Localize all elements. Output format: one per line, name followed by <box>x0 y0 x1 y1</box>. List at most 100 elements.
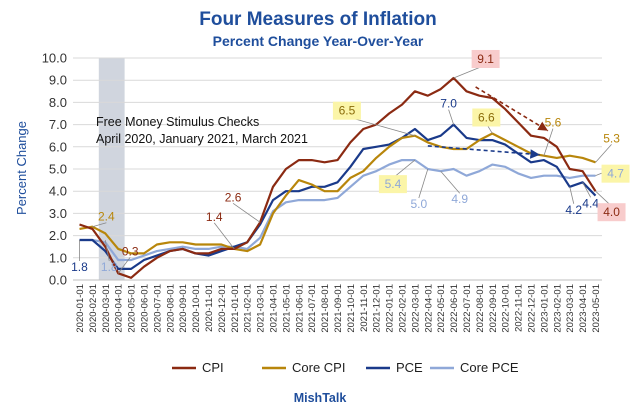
annotation-leader <box>232 202 261 223</box>
x-tick-label: 2023-05-01 <box>591 284 602 333</box>
x-tick-label: 2021-12-01 <box>372 284 383 333</box>
annotation-leader <box>92 222 107 228</box>
chart-subtitle: Percent Change Year-Over-Year <box>213 33 424 49</box>
legend: CPI Core CPI PCE Core PCE <box>172 360 519 375</box>
annotation-label: 1.8 <box>71 260 88 274</box>
annotation-label: 4.0 <box>603 205 620 219</box>
annotation-highlight <box>378 175 407 194</box>
series-line-core-cpi <box>79 132 596 255</box>
y-tick-label: 6.0 <box>49 139 67 154</box>
x-tick-label: 2020-11-01 <box>204 284 215 332</box>
annotation-highlight <box>472 108 501 127</box>
x-tick-label: 2020-10-01 <box>191 284 202 333</box>
legend-label: CPI <box>202 360 224 375</box>
y-tick-label: 5.0 <box>49 162 67 177</box>
x-tick-label: 2021-04-01 <box>268 284 279 333</box>
y-tick-label: 7.0 <box>49 117 67 132</box>
annotation-label: 1.8 <box>101 260 118 274</box>
x-tick-label: 2022-05-01 <box>436 284 447 333</box>
x-tick-label: 2020-05-01 <box>127 284 138 333</box>
x-tick-label: 2020-03-01 <box>101 284 112 333</box>
annotation-highlight <box>471 49 500 68</box>
annotation-leader <box>582 182 591 198</box>
y-tick-label: 9.0 <box>49 73 67 88</box>
x-tick-label: 2022-07-01 <box>462 284 473 333</box>
x-tick-label: 2022-12-01 <box>527 284 538 333</box>
gridlines <box>73 57 602 281</box>
annotation-leader <box>213 222 235 250</box>
y-tick-label: 1.0 <box>49 250 67 265</box>
series-line-core-pce <box>79 159 596 262</box>
stimulus-note-line-1: Free Money Stimulus Checks <box>96 115 259 129</box>
chart-title: Four Measures of Inflation <box>199 9 437 30</box>
annotation-label: 4.4 <box>582 196 599 210</box>
x-tick-label: 2021-08-01 <box>320 284 331 333</box>
annotation-highlight <box>601 164 630 183</box>
legend-label: Core CPI <box>292 360 345 375</box>
x-tick-label: 2022-06-01 <box>449 284 460 333</box>
annotation-label: 5.6 <box>545 116 562 130</box>
trend-arrow <box>475 86 549 132</box>
x-tick-label: 2022-03-01 <box>410 284 421 333</box>
series-line-cpi <box>79 76 597 279</box>
y-tick-label: 0.0 <box>49 273 67 288</box>
x-tick-label: 2022-04-01 <box>423 284 434 333</box>
annotation-leader <box>440 170 461 194</box>
y-tick-labels: 0.0 1.0 2.0 3.0 4.0 5.0 6.0 7.0 8.0 9.0 10.0 <box>42 51 67 288</box>
x-tick-labels: 2020-01-01 2020-02-01 2020-03-01 2020-04-01… <box>75 284 602 333</box>
annotation-label: 0.3 <box>122 244 139 258</box>
x-tick-label: 2020-07-01 <box>152 284 163 333</box>
x-tick-label: 2022-08-01 <box>475 284 486 333</box>
annotation-label: 2.6 <box>225 190 242 204</box>
x-tick-label: 2023-02-01 <box>552 284 563 333</box>
annotation-label: 1.4 <box>206 210 223 224</box>
x-tick-label: 2021-01-01 <box>230 284 241 333</box>
annotation-leader <box>448 109 455 125</box>
legend-label: PCE <box>396 360 423 375</box>
annotation-label: 9.1 <box>477 52 494 66</box>
x-tick-label: 2023-03-01 <box>565 284 576 333</box>
x-tick-label: 2020-04-01 <box>114 284 125 333</box>
x-tick-label: 2020-02-01 <box>88 284 99 333</box>
y-tick-label: 8.0 <box>49 95 67 110</box>
series-lines <box>79 76 597 279</box>
annotation-label: 5.3 <box>603 131 620 145</box>
annotation-label: 5.4 <box>385 177 402 191</box>
x-tick-label: 2020-06-01 <box>139 284 150 333</box>
x-tick-label: 2022-01-01 <box>385 284 396 333</box>
annotation-label: 6.5 <box>339 104 356 118</box>
x-tick-label: 2021-07-01 <box>307 284 318 333</box>
annotation-leader <box>569 186 575 204</box>
x-tick-label: 2020-08-01 <box>165 284 176 333</box>
x-tick-label: 2022-09-01 <box>488 284 499 333</box>
source-label: MishTalk <box>294 391 347 405</box>
x-tick-label: 2021-06-01 <box>294 284 305 333</box>
x-tick-label: 2023-01-01 <box>539 284 550 333</box>
annotation-label: 6.6 <box>478 110 495 124</box>
annotation-label: 4.7 <box>607 167 624 181</box>
annotation-leader <box>104 239 110 262</box>
annotation-leader <box>418 168 429 199</box>
annotation-leader <box>543 128 554 156</box>
stimulus-note-line-2: April 2020, January 2021, March 2021 <box>96 132 308 146</box>
y-tick-label: 2.0 <box>49 228 67 243</box>
annotation-highlight <box>332 101 361 120</box>
y-tick-label: 4.0 <box>49 184 67 199</box>
x-tick-label: 2023-04-01 <box>578 284 589 333</box>
x-tick-label: 2021-11-01 <box>359 284 370 332</box>
annotation-label: 7.0 <box>440 97 457 111</box>
legend-label: Core PCE <box>460 360 519 375</box>
x-tick-label: 2022-02-01 <box>398 284 409 333</box>
trend-arrows <box>427 86 549 159</box>
annotation-leader <box>595 144 612 163</box>
annotation-label: 4.9 <box>451 192 468 206</box>
y-tick-label: 10.0 <box>42 51 67 66</box>
x-tick-label: 2020-12-01 <box>217 284 228 333</box>
x-tick-label: 2021-10-01 <box>346 284 357 333</box>
x-tick-label: 2022-11-01 <box>514 284 525 332</box>
annotation-label: 2.4 <box>98 210 115 224</box>
y-axis-label: Percent Change <box>14 121 29 215</box>
x-tick-label: 2021-05-01 <box>281 284 292 333</box>
annotation-leader <box>346 116 416 137</box>
